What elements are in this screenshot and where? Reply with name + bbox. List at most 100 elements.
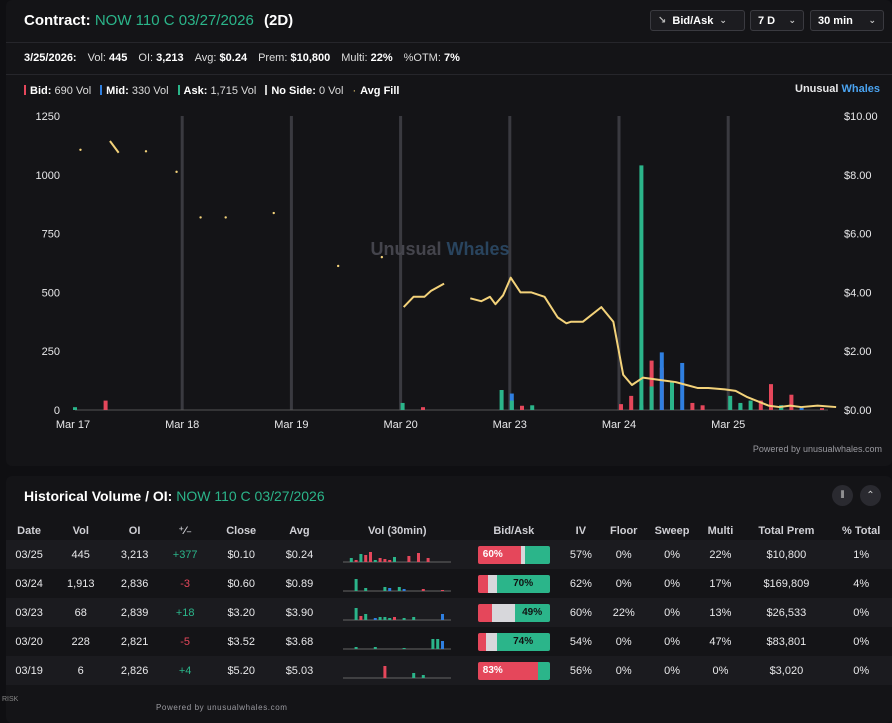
column-header[interactable]: Close — [226, 524, 257, 537]
cell-oi: 2,839 — [109, 598, 160, 627]
legend-bid[interactable]: Bid: 690 Vol — [24, 85, 91, 97]
column-header[interactable]: Multi — [707, 524, 734, 537]
sparkline-bar — [398, 587, 402, 591]
cell-pct: 1% — [830, 540, 892, 569]
ask-volume-bar — [649, 386, 654, 410]
cell-prem: $169,809 — [763, 577, 810, 590]
stat-multi: Multi: 22% — [341, 52, 393, 64]
legend-mid[interactable]: Mid: 330 Vol — [100, 85, 169, 97]
column-header[interactable]: ⁺⁄₋ — [178, 525, 192, 537]
sparkline-bar — [407, 556, 411, 562]
legend-ask[interactable]: Ask: 1,715 Vol — [177, 85, 256, 97]
cell-oi: 2,836 — [120, 577, 149, 590]
cell-floor: 0% — [615, 577, 632, 590]
sparkline-bar — [374, 618, 378, 620]
table-row[interactable]: 03/24 1,913 2,836 -3 $0.60 $0.89 70% 62% 0% 0% 17%… — [6, 569, 892, 598]
column-header[interactable]: Vol — [72, 524, 89, 537]
y-right-tick-label: $6.00 — [844, 229, 872, 241]
ask-volume-bar — [400, 402, 405, 410]
bid-ask-label: 60% — [482, 549, 503, 560]
cell-sparkline — [326, 598, 468, 627]
y-left-tick-label: 500 — [42, 287, 60, 299]
sparkline-bar — [369, 552, 373, 562]
table-row[interactable]: 03/25 445 3,213 +377 $0.10 $0.24 60% 57% 0% 0% 22%… — [6, 540, 892, 569]
cell-bid-ask: 49% — [467, 598, 560, 627]
cell-prem: $3,020 — [742, 656, 831, 685]
stats-divider — [6, 74, 892, 75]
cell-multi: 47% — [709, 635, 732, 648]
cell-multi: 17% — [709, 577, 732, 590]
table-row[interactable]: 03/19 6 2,826 +4 $5.20 $5.03 83% 56% 0% 0% 0% $3,02… — [6, 656, 892, 685]
cell-vol: 1,913 — [66, 577, 95, 590]
volume-sparkline — [343, 608, 452, 621]
stat-oi: OI: 3,213 — [138, 52, 184, 64]
cell-avg: $0.24 — [271, 540, 327, 569]
column-header[interactable]: IV — [575, 524, 587, 537]
table-row[interactable]: 03/23 68 2,839 +18 $3.20 $3.90 49% 60% 22% 0% 13% $… — [6, 598, 892, 627]
interval-dropdown[interactable]: 30 min ⌄ — [810, 10, 884, 31]
cell-bid-ask: 83% — [467, 656, 560, 685]
column-header[interactable]: OI — [128, 524, 141, 537]
cell-multi: 0% — [698, 656, 743, 685]
bid-volume-bar — [769, 384, 773, 410]
bid-ask-label: 70% — [513, 578, 534, 589]
column-header[interactable]: Sweep — [654, 524, 690, 537]
contract-label: Contract: — [24, 12, 91, 29]
sparkline-bar — [383, 617, 387, 620]
sparkline-bar — [441, 641, 445, 649]
cell-avg: $5.03 — [271, 656, 327, 685]
filter-icon[interactable]: ⫴ — [832, 485, 853, 506]
cell-prem: $83,801 — [766, 635, 807, 648]
column-header[interactable]: Vol (30min) — [368, 524, 427, 537]
sparkline-bar — [402, 648, 406, 649]
column-header[interactable]: Total Prem — [758, 524, 815, 537]
x-tick-label: Mar 24 — [602, 419, 636, 431]
legend-noside[interactable]: No Side: 0 Vol — [265, 85, 343, 97]
bid-ask-bar: 49% — [477, 603, 550, 622]
sparkline-bar — [422, 675, 426, 678]
column-header[interactable]: Floor — [609, 524, 638, 537]
contract-symbol[interactable]: NOW 110 C 03/27/2026 — [94, 12, 254, 29]
x-tick-label: Mar 19 — [274, 419, 308, 431]
cell-multi: 13% — [698, 598, 743, 627]
volume-sparkline — [343, 552, 452, 563]
volume-sparkline — [343, 666, 452, 679]
ask-volume-bar — [748, 400, 753, 410]
bid-volume-bar — [649, 360, 654, 410]
mode-dropdown[interactable]: ↘ Bid/Ask ⌄ — [650, 10, 745, 31]
bid-ask-bar: 60% — [477, 545, 550, 564]
ask-volume-bar — [738, 402, 743, 410]
history-contract[interactable]: NOW 110 C 03/27/2026 — [176, 488, 325, 504]
avg-fill-point — [380, 255, 384, 259]
cell-vol: 68 — [52, 598, 110, 627]
column-header[interactable]: Avg — [289, 524, 310, 537]
column-header[interactable]: Bid/Ask — [493, 524, 535, 537]
column-header[interactable]: Date — [17, 524, 41, 537]
bid-ask-bar: 83% — [477, 661, 550, 680]
y-right-tick-label: $4.00 — [844, 287, 872, 299]
sparkline-bar — [393, 617, 397, 620]
chevron-down-icon: ⌄ — [719, 15, 727, 25]
sparkline-bar — [436, 639, 440, 649]
cell-sweep: 0% — [645, 540, 699, 569]
cell-floor: 0% — [615, 635, 632, 648]
cell-sparkline — [326, 540, 468, 569]
bid-ask-bar: 70% — [477, 574, 550, 593]
avg-fill-point — [144, 150, 148, 153]
contract-header: Contract: NOW 110 C 03/27/2026 (2D) — [24, 12, 293, 29]
sparkline-bar — [422, 589, 426, 591]
table-row[interactable]: 03/20 228 2,821 -5 $3.52 $3.68 74% 54% 0% 0% 47% $8… — [6, 627, 892, 656]
range-dropdown[interactable]: 7 D ⌄ — [750, 10, 804, 31]
cell-close: $5.20 — [210, 656, 272, 685]
history-table: Date Vol OI ⁺⁄₋ Close Avg Vol (30min) Bid/Ask IV… — [6, 521, 892, 685]
column-header[interactable]: % Total — [842, 524, 881, 537]
days-to-expiry: (2D) — [264, 12, 294, 29]
bid-volume-bar — [820, 408, 824, 410]
bid-ask-label: 49% — [522, 607, 543, 618]
collapse-icon[interactable]: ⌃ — [860, 485, 881, 506]
cell-bid-ask: 74% — [468, 627, 560, 656]
sparkline-bar — [364, 588, 368, 591]
legend-avgfill[interactable]: · Avg Fill — [352, 85, 400, 97]
cell-close: $3.20 — [210, 598, 272, 627]
cell-iv: 54% — [569, 635, 592, 648]
